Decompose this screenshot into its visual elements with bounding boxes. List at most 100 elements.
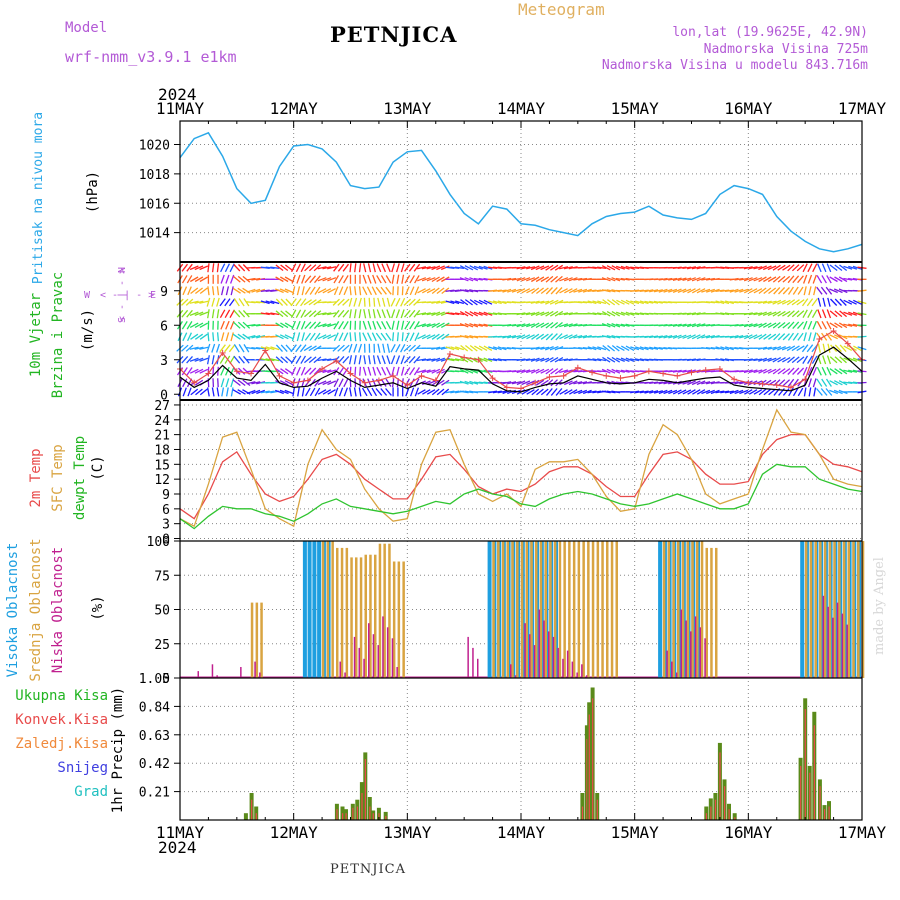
wind-arrow — [620, 323, 630, 327]
wind-arrow — [376, 263, 382, 273]
wind-arrow — [772, 357, 782, 363]
wind-arrow — [787, 310, 795, 318]
wind-arrow — [338, 286, 344, 296]
wind-arrow — [182, 332, 188, 342]
wind-arrow — [212, 366, 215, 376]
wind-arrow — [436, 311, 445, 317]
wind-arrow — [839, 310, 848, 318]
wind-arrow — [649, 381, 659, 385]
wind-arrow — [625, 357, 635, 363]
dir-legend-arrows: < - | - > — [117, 268, 128, 322]
wind-arrow — [787, 321, 795, 330]
wind-arrow — [284, 322, 294, 329]
precip-conv-bar — [828, 806, 830, 820]
wind-arrow — [251, 288, 261, 293]
wind-arrow — [701, 389, 711, 395]
wind-arrow — [691, 266, 701, 270]
cloud-tick-label: 25 — [154, 638, 170, 653]
wind-arrow — [386, 355, 391, 365]
wind-arrow — [502, 323, 512, 327]
wind-arrow — [587, 390, 597, 394]
wind-arrow — [511, 323, 521, 327]
wind-arrow — [687, 389, 696, 395]
wind-arrow — [322, 358, 332, 362]
wind-arrow — [180, 344, 189, 352]
wind-arrow — [232, 287, 241, 294]
wind-arrow — [816, 378, 823, 387]
wind-arrow — [469, 311, 479, 317]
cloud-mid-bar — [672, 541, 675, 678]
wind-arrow — [233, 264, 241, 272]
dir-legend-e: E — [150, 290, 156, 301]
wind-arrow — [295, 263, 302, 273]
wind-arrow — [342, 321, 349, 330]
wind-arrow — [568, 288, 578, 294]
cloud-low-ylabel: Niska Oblacnost — [50, 547, 66, 673]
wind-arrow — [391, 366, 395, 376]
wind-gust-point — [475, 356, 482, 363]
wind-arrow — [838, 334, 848, 340]
wind-arrow — [545, 333, 554, 341]
wind-arrow — [521, 288, 531, 294]
wind-arrow — [663, 323, 673, 327]
wind-arrow — [592, 300, 602, 305]
wind-arrow — [327, 334, 336, 340]
wind-arrow — [559, 334, 568, 340]
wind-arrow — [230, 332, 234, 342]
wind-arrow — [829, 389, 839, 395]
wind-arrow — [186, 355, 193, 364]
legend-grad: Grad — [74, 784, 108, 800]
wind-arrow — [497, 289, 507, 292]
wind-arrow — [189, 311, 199, 317]
wind-arrow — [758, 357, 768, 362]
wind-arrow — [450, 390, 460, 394]
wind-arrow — [194, 276, 204, 283]
wind-gust-point — [262, 347, 269, 354]
wind-arrow — [526, 389, 535, 395]
wind-arrow — [813, 387, 817, 397]
precip-conv-bar — [378, 813, 380, 820]
cloud-low-bar — [197, 671, 199, 678]
cloud-low-bar — [685, 620, 687, 678]
wind-arrow — [772, 368, 781, 375]
wind-arrow — [668, 288, 678, 293]
wind-arrow — [817, 263, 822, 273]
wind-gust-point — [233, 368, 240, 375]
cloud-mid-bar — [397, 561, 401, 678]
wind-arrow — [796, 299, 805, 306]
wind-arrow — [578, 346, 588, 350]
wind-arrow — [409, 286, 415, 296]
wind-arrow — [734, 346, 744, 350]
wind-arrow — [682, 288, 692, 294]
wind-arrow — [242, 264, 250, 272]
wind-arrow — [220, 263, 226, 273]
wind-arrow — [220, 332, 225, 342]
wind-arrow — [337, 344, 345, 352]
wind-arrow — [296, 320, 301, 330]
cloud-low-bar — [671, 661, 673, 678]
wind-arrow — [332, 344, 341, 352]
cloud-mid-bar — [506, 541, 509, 678]
wind-arrow — [233, 309, 241, 318]
wind-arrow — [296, 378, 301, 388]
wind-arrow — [802, 263, 808, 273]
wind-arrow — [630, 390, 640, 394]
wind-arrow — [401, 332, 404, 342]
wind-arrow — [373, 297, 376, 307]
wind-arrow — [668, 334, 678, 339]
wind-arrow — [333, 378, 339, 388]
wind-arrow — [322, 334, 332, 340]
wind-arrow — [838, 380, 848, 386]
wind-arrow — [301, 387, 305, 397]
wind-arrow — [777, 275, 786, 283]
wind-arrow — [270, 266, 280, 269]
wind-arrow — [768, 333, 777, 340]
wind-arrow — [473, 369, 483, 373]
wind-arrow — [421, 358, 431, 362]
wind-arrow — [343, 387, 349, 397]
wind-arrow — [535, 265, 545, 271]
precip-conv-bar — [596, 799, 598, 820]
cloud-low-bar — [822, 595, 825, 678]
wind-arrow — [327, 288, 336, 294]
wind-arrow — [829, 380, 838, 386]
